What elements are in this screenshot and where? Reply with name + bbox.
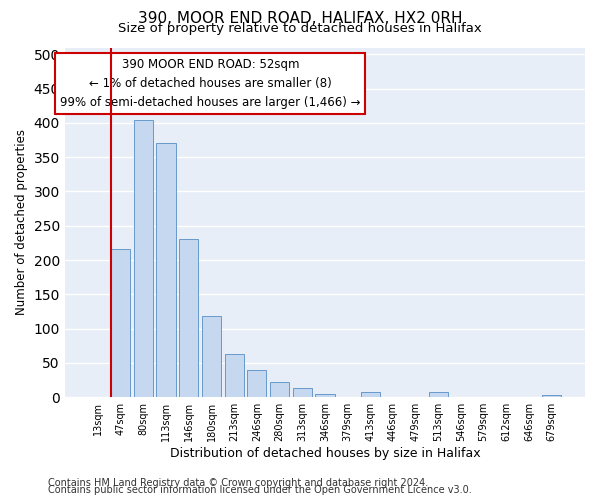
Text: 390, MOOR END ROAD, HALIFAX, HX2 0RH: 390, MOOR END ROAD, HALIFAX, HX2 0RH: [138, 11, 462, 26]
Text: Contains HM Land Registry data © Crown copyright and database right 2024.: Contains HM Land Registry data © Crown c…: [48, 478, 428, 488]
Bar: [202, 316, 221, 397]
Bar: [247, 370, 266, 397]
X-axis label: Distribution of detached houses by size in Halifax: Distribution of detached houses by size …: [170, 447, 480, 460]
Text: 390 MOOR END ROAD: 52sqm
← 1% of detached houses are smaller (8)
99% of semi-det: 390 MOOR END ROAD: 52sqm ← 1% of detache…: [60, 58, 361, 109]
Bar: [293, 388, 312, 397]
Text: Size of property relative to detached houses in Halifax: Size of property relative to detached ho…: [118, 22, 482, 35]
Bar: [157, 144, 176, 397]
Bar: [542, 395, 562, 397]
Bar: [134, 120, 153, 397]
Text: Contains public sector information licensed under the Open Government Licence v3: Contains public sector information licen…: [48, 485, 472, 495]
Y-axis label: Number of detached properties: Number of detached properties: [15, 130, 28, 316]
Bar: [361, 392, 380, 397]
Bar: [428, 392, 448, 397]
Bar: [179, 240, 199, 397]
Bar: [270, 382, 289, 397]
Bar: [111, 249, 130, 397]
Bar: [315, 394, 335, 397]
Bar: [224, 354, 244, 397]
